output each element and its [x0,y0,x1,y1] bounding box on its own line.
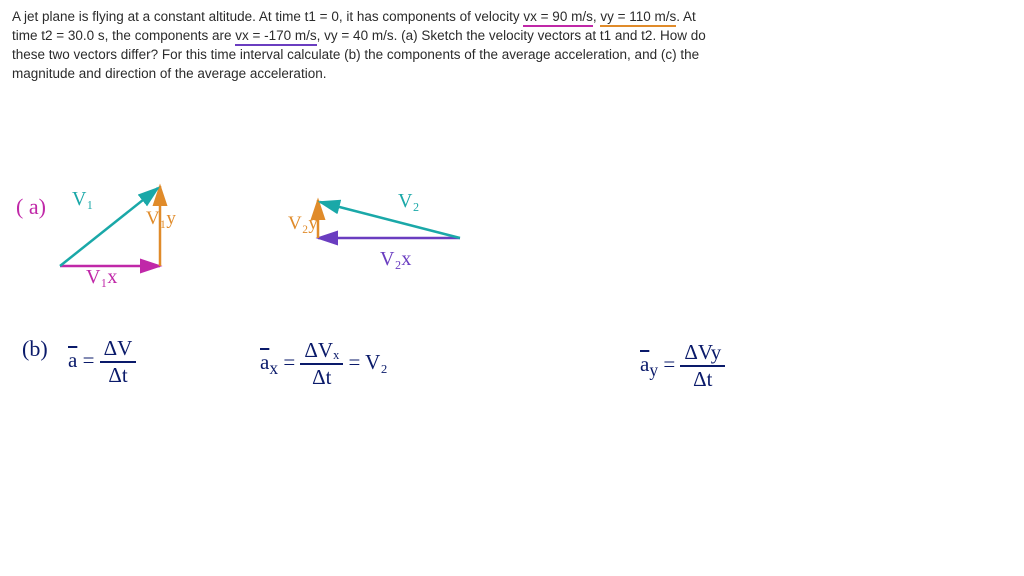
fraction-dvx-dt: ΔVₓ Δt [300,338,343,390]
eq2-den: Δt [300,365,343,390]
vy1: vy = 110 m/s [600,9,676,27]
eq3-den: Δt [680,367,725,392]
avg-accel-y-equation: ay = ΔVy Δt [640,340,725,392]
a-bar: a [68,347,77,371]
vx1: vx = 90 m/s [523,9,592,27]
problem-line2a: time t2 = 30.0 s, the components are [12,28,235,43]
vx2: vx = -170 m/s [235,28,316,46]
a-bar-y: a [640,351,649,375]
problem-line1b: . At [676,9,696,24]
fraction-dvy-dt: ΔVy Δt [680,340,725,392]
eq2-rhs: = V₂ [348,349,387,373]
problem-line2b: , vy = 40 m/s. (a) Sketch the velocity v… [317,28,706,43]
eq3-num: ΔVy [680,340,725,367]
v2y-label: V₂y [288,213,318,235]
eq3-equals: = [663,351,680,375]
eq1-num: ΔV [100,336,137,363]
a-bar-x: a [260,349,269,373]
problem-line3: these two vectors differ? For this time … [12,47,699,62]
handwritten-workspace: ( a) V₁ V₁y V₁x [0,88,1024,568]
v1-label: V₁ [72,188,93,211]
v2x-label: V₂x [380,248,411,271]
sub-x: x [269,358,278,378]
problem-line1a: A jet plane is flying at a constant alti… [12,9,523,24]
part-b-label: (b) [22,336,48,362]
problem-statement: A jet plane is flying at a constant alti… [0,0,1024,88]
avg-accel-x-equation: ax = ΔVₓ Δt = V₂ [260,338,388,390]
fraction-dv-dt: ΔV Δt [100,336,137,388]
eq2-equals: = [283,349,300,373]
sub-y: y [649,360,658,380]
problem-line4: magnitude and direction of the average a… [12,66,326,81]
v2-label: V₂ [398,190,419,213]
avg-accel-equation: a = ΔV Δt [68,336,136,388]
v1y-label: V₁y [146,208,176,230]
eq2-num: ΔVₓ [300,338,343,365]
eq1-den: Δt [100,363,137,388]
v1x-label: V₁x [86,266,117,289]
equals: = [83,347,100,371]
v2-vector [320,202,460,238]
v1-vector-diagram [0,88,200,288]
